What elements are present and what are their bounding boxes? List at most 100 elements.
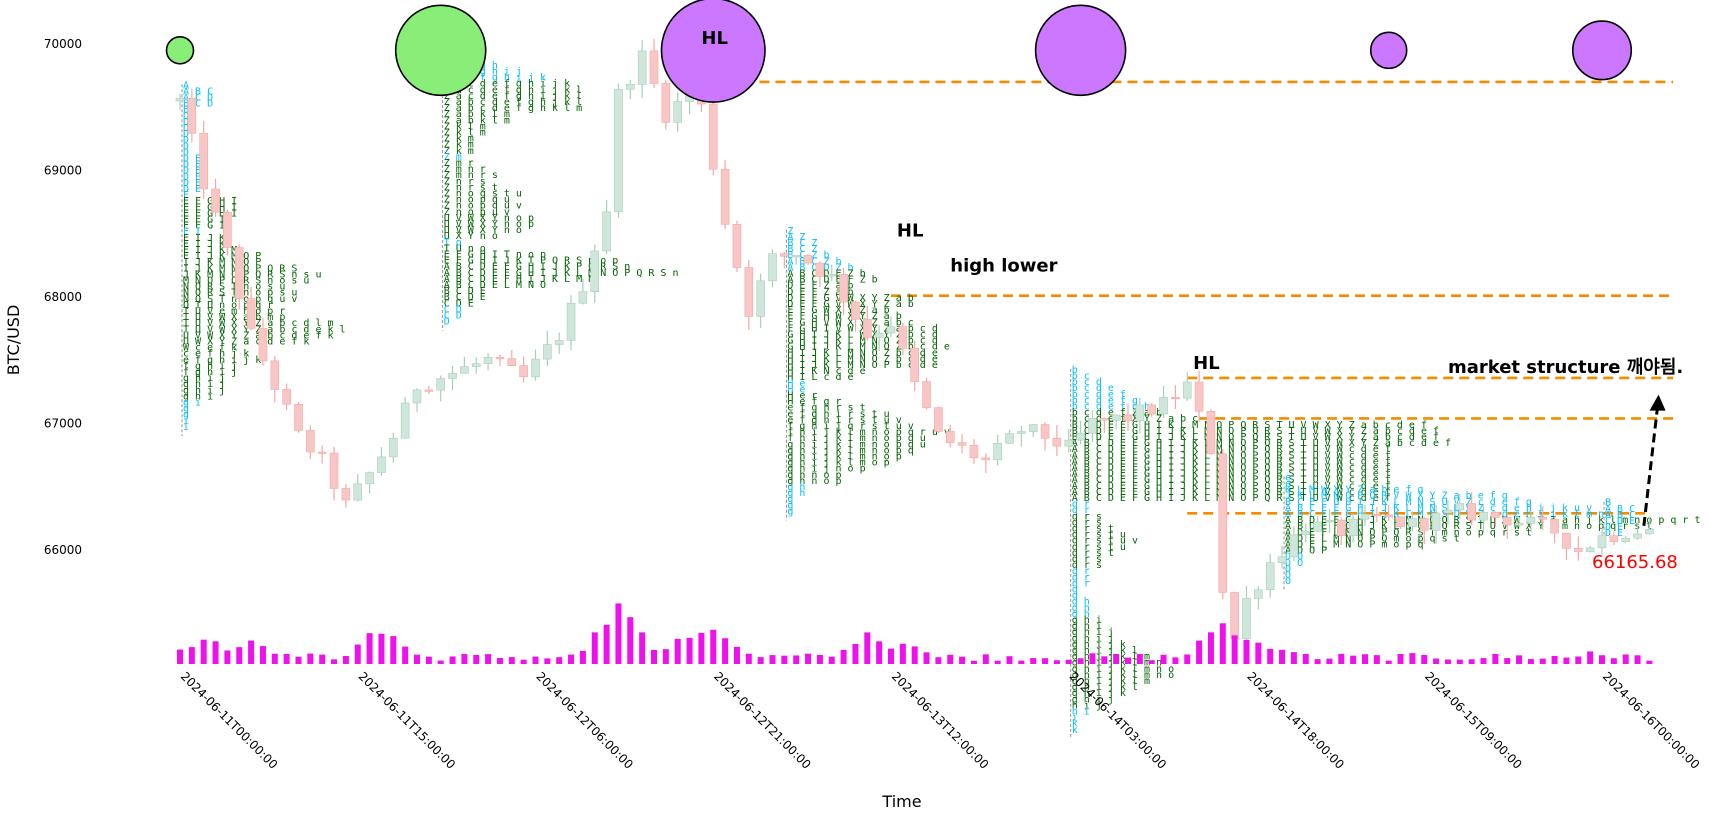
- tpo-row-text: g h i j k l m: [1072, 676, 1150, 687]
- tpo-row-text: Z m r: [444, 158, 474, 169]
- candle-body: [886, 326, 896, 334]
- candle-body: [519, 365, 528, 378]
- volume-bar: [1148, 660, 1155, 664]
- candle-body: [1088, 418, 1097, 434]
- candle-body: [317, 451, 327, 454]
- candle-body: [1206, 411, 1216, 454]
- volume-bar: [1053, 660, 1060, 664]
- candle-body: [1325, 519, 1334, 523]
- candle-body: [1443, 509, 1453, 514]
- tpo-row-text: Z m n r: [444, 164, 486, 175]
- tpo-row-text: b: [1072, 365, 1078, 376]
- tpo-row-text: B: [1605, 498, 1611, 509]
- candle-body: [1597, 535, 1607, 549]
- tpo-row-text: Z a b k l m: [444, 115, 510, 126]
- tpo-row-text: A B C D E L M N O: [444, 280, 546, 291]
- tpo-row-text: D: [183, 147, 189, 158]
- candle-body: [839, 273, 848, 303]
- tpo-row-text: T U V W X a b m p: [183, 312, 285, 323]
- volume-bar: [307, 653, 314, 664]
- tpo-row-text: E F G H I: [183, 208, 237, 219]
- tpo-row-text: A D O P: [1285, 546, 1327, 557]
- candle-body: [460, 366, 469, 374]
- candle-body: [377, 456, 386, 473]
- x-tick-label: 2024-06-12T21:00:00: [711, 669, 814, 772]
- volume-bar: [1551, 655, 1558, 664]
- tpo-row-text: g h i j k: [1072, 688, 1126, 699]
- tpo-row-text: b c d e f: [1072, 389, 1126, 400]
- tpo-row-text: g h: [787, 488, 805, 499]
- tpo-row-text: q r: [1072, 566, 1090, 577]
- tpo-row-text: q r s: [1072, 517, 1102, 528]
- candle-body: [507, 358, 517, 367]
- candle-body: [531, 358, 540, 378]
- tpo-row-text: g h i j: [1072, 627, 1114, 638]
- tpo-row-text: D E: [1605, 522, 1623, 533]
- volume-bar: [271, 653, 278, 664]
- tpo-row-text: b c d: [1072, 377, 1102, 388]
- candle-body: [768, 253, 777, 282]
- candle-body: [1289, 534, 1299, 558]
- candle-body: [1064, 439, 1074, 447]
- tpo-row-text: g h i j k: [1072, 639, 1126, 650]
- candle-body: [341, 488, 351, 501]
- volume-bar: [745, 653, 752, 664]
- tpo-row-text: Z a b k l m: [444, 109, 510, 120]
- tpo-row-text: D E: [183, 160, 201, 171]
- volume-bar: [1338, 653, 1345, 664]
- x-tick-label: 2024-06-13T12:00:00: [889, 669, 992, 772]
- tpo-row-text: C D: [444, 304, 462, 315]
- volume-bar: [674, 638, 681, 664]
- volume-bar: [1385, 660, 1392, 664]
- tpo-row-text: Z a c d e f g h i j k l: [444, 91, 582, 102]
- tpo-row-text: J K M N O P Q R S n s u: [183, 269, 321, 280]
- tpo-row-text: q r s: [1072, 554, 1102, 565]
- volume-bar: [1373, 655, 1380, 664]
- candle-body: [1348, 518, 1358, 537]
- tpo-row-text: A B C D E F G H I J K L M N O P Q R S T …: [1072, 493, 1391, 504]
- tpo-row-text: g h i j: [183, 385, 225, 396]
- candle-body: [993, 442, 1002, 461]
- tpo-row-text: H I L c d e: [787, 372, 853, 383]
- tpo-row-text: D E: [183, 166, 201, 177]
- volume-bar: [698, 632, 705, 664]
- candle-body: [495, 357, 505, 360]
- tpo-row-text: H I J K L M N O Z b c d e: [787, 348, 938, 359]
- tpo-row-text: q r s: [1072, 511, 1102, 522]
- candle-body: [199, 132, 208, 190]
- tpo-row-text: Z n o q s t u: [444, 189, 522, 200]
- volume-bar: [1184, 654, 1191, 664]
- tpo-row-text: e f g h i r s t u: [787, 409, 889, 420]
- tpo-row-text: T o: [444, 237, 462, 248]
- volume-bar: [805, 653, 812, 664]
- candle-body: [388, 437, 398, 458]
- candle-body: [578, 291, 588, 304]
- candle-body: [1301, 531, 1311, 536]
- candle-body: [1609, 535, 1619, 542]
- x-tick-label: 2024-06-11T15:00:00: [356, 669, 459, 772]
- tpo-row-text: q r s t u v: [1072, 536, 1138, 547]
- tpo-row-text: A B C D E F H I J K L M N: [444, 274, 595, 285]
- candle-body: [258, 328, 268, 362]
- volume-bar: [485, 654, 492, 664]
- candle-body: [744, 267, 754, 317]
- volume-bar: [1527, 659, 1534, 664]
- x-tick-label: 2024-06-11T00:00:00: [178, 669, 281, 772]
- sell-bubble: [660, 0, 766, 103]
- tpo-row-text: g h i j: [183, 373, 225, 384]
- tpo-row-text: H e: [787, 378, 805, 389]
- tpo-row-text: E F G H I T n o p: [444, 250, 546, 261]
- candle-body: [543, 344, 552, 360]
- y-tick-label: 70000: [44, 37, 82, 51]
- tpo-row-text: A: [183, 80, 189, 91]
- tpo-row-text: A B C D E F G H I J K L M N O P Q R S T …: [1072, 487, 1391, 498]
- tpo-row-text: Z n r s t: [444, 182, 498, 193]
- tpo-row-text: E F G I: [183, 214, 225, 225]
- tpo-row-text: b c d e f g: [1072, 395, 1138, 406]
- volume-bar: [1077, 658, 1084, 664]
- bubbles: [165, 0, 1633, 103]
- tpo-row-text: Q T U n o p q r: [183, 300, 273, 311]
- volume-bar: [414, 654, 420, 664]
- volume-bar: [1302, 653, 1309, 664]
- volume-bar: [591, 632, 598, 664]
